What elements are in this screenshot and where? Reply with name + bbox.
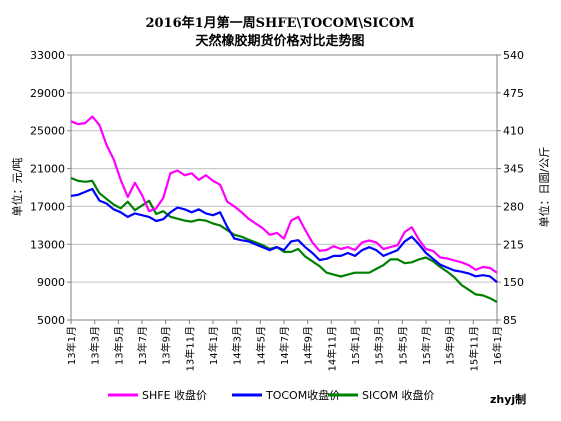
x-tick-label: 15年11月: [467, 326, 480, 371]
left-tick-label: 21000: [30, 163, 65, 176]
x-tick-label: 15年5月: [396, 326, 409, 365]
legend-label: SHFE 收盘价: [142, 388, 207, 402]
right-y-axis: 85 150 215 280 345 410 475 540: [497, 49, 524, 327]
x-tick-label: 15年1月: [349, 326, 362, 365]
series-line: [70, 176, 498, 303]
right-tick-label: 215: [503, 238, 524, 251]
x-axis: 13年1月 13年3月 13年5月 13年7月 13年9月 13年11月 14年1月 14年3…: [65, 320, 504, 371]
left-tick-label: 5000: [37, 314, 65, 327]
series-lines: [70, 115, 498, 303]
right-axis-label: 单位：日圆/公斤: [537, 147, 551, 228]
right-tick-label: 345: [503, 163, 524, 176]
right-tick-label: 150: [503, 276, 524, 289]
grid: [71, 54, 497, 321]
chart-title: 2016年1月第一周SHFE\TOCOM\SICOM: [145, 15, 414, 31]
left-tick-label: 25000: [30, 125, 65, 138]
plot-area-border: [70, 54, 498, 321]
series-line: [70, 187, 498, 283]
series-line: [70, 115, 498, 274]
x-tick-label: 13年1月: [65, 326, 78, 365]
left-axis-label: 单位：元/吨: [10, 158, 24, 217]
x-tick-label: 14年11月: [325, 326, 338, 371]
chart-subtitle: 天然橡胶期货价格对比走势图: [195, 33, 364, 49]
x-tick-label: 15年3月: [373, 326, 386, 365]
x-tick-label: 14年1月: [207, 326, 220, 365]
right-tick-label: 475: [503, 87, 524, 100]
x-tick-label: 14年7月: [278, 326, 291, 365]
x-tick-label: 15年7月: [420, 326, 433, 365]
right-tick-label: 280: [503, 200, 524, 213]
x-tick-label: 14年3月: [231, 326, 244, 365]
left-tick-label: 13000: [30, 238, 65, 251]
x-tick-label: 13年11月: [183, 326, 196, 371]
right-tick-label: 85: [503, 314, 517, 327]
left-tick-label: 33000: [30, 49, 65, 62]
x-tick-label: 14年9月: [302, 326, 315, 365]
x-tick-label: 14年5月: [254, 326, 267, 365]
x-tick-label: 16年1月: [491, 326, 504, 365]
x-tick-label: 13年7月: [136, 326, 149, 365]
left-tick-label: 29000: [30, 87, 65, 100]
x-tick-label: 13年9月: [160, 326, 173, 365]
watermark: zhyj制: [490, 392, 526, 406]
right-tick-label: 410: [503, 125, 524, 138]
left-y-axis: 5000 9000 13000 17000 21000 25000 29000 33000: [30, 49, 71, 327]
right-tick-label: 540: [503, 49, 524, 62]
legend: SHFE 收盘价 TOCOM收盘价 SICOM 收盘价: [108, 388, 435, 402]
x-tick-label: 13年5月: [112, 326, 125, 365]
legend-label: SICOM 收盘价: [362, 388, 435, 402]
x-tick-label: 13年3月: [89, 326, 102, 365]
left-tick-label: 17000: [30, 200, 65, 213]
x-tick-label: 15年9月: [444, 326, 457, 365]
left-tick-label: 9000: [37, 276, 65, 289]
legend-label: TOCOM收盘价: [265, 388, 340, 402]
